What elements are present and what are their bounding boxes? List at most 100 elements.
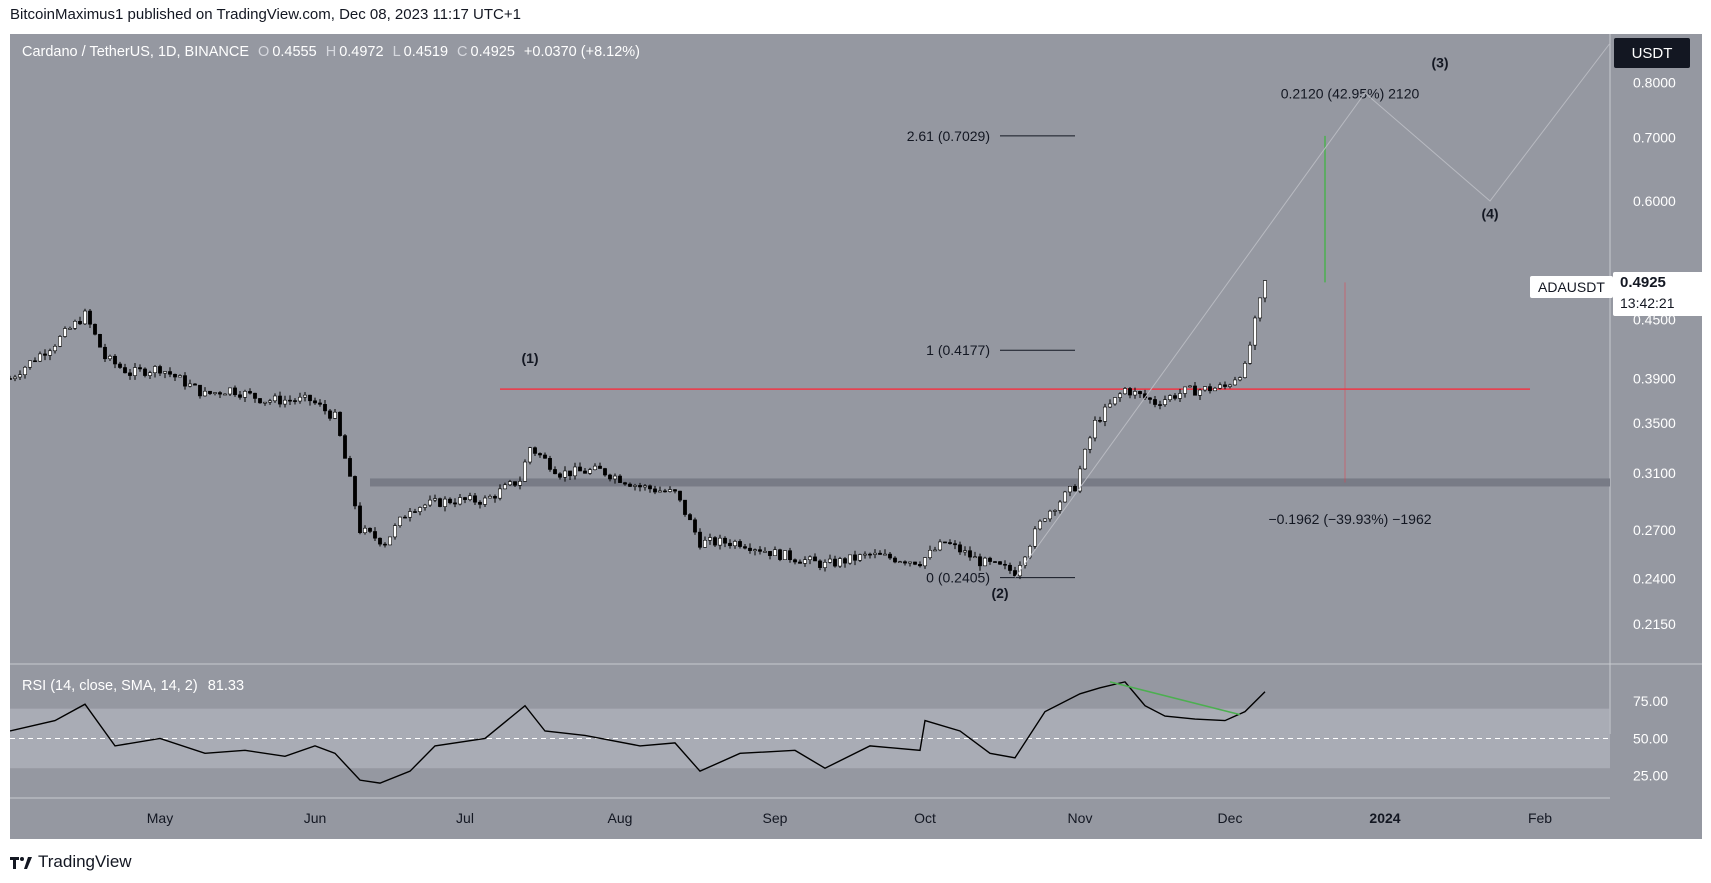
wave-count-label: (3) <box>1431 54 1448 70</box>
candle-up <box>483 497 487 505</box>
candle-down <box>538 453 542 456</box>
candle-down <box>623 482 627 485</box>
candle-down <box>618 475 622 483</box>
chart-canvas[interactable]: (1) (2) (3) (4) 2.61 (0.7029) 1 (0.4177) 0 (0.… <box>10 34 1702 839</box>
candle-down <box>248 391 252 394</box>
candle-up <box>658 490 662 493</box>
candle-up <box>613 475 617 480</box>
candle-down <box>1193 385 1197 396</box>
candle-up <box>1218 384 1222 389</box>
candle-up <box>1053 510 1057 512</box>
candle-up <box>263 401 267 404</box>
time-tick-label: Feb <box>1528 810 1552 826</box>
candle-down <box>238 394 242 398</box>
candle-up <box>58 336 62 347</box>
candle-down <box>1128 388 1132 396</box>
candle-down <box>663 490 667 493</box>
candle-down <box>738 541 742 547</box>
candle-up <box>933 549 937 552</box>
candle-down <box>313 400 317 404</box>
candle-down <box>88 310 92 325</box>
candle-up <box>898 561 902 563</box>
candle-down <box>323 404 327 412</box>
candle-up <box>1253 317 1257 346</box>
candle-down <box>288 399 292 402</box>
candle-down <box>953 543 957 546</box>
candle-down <box>1158 404 1162 406</box>
candle-down <box>723 537 727 544</box>
candle-down <box>788 550 792 561</box>
currency-unit-button[interactable]: USDT <box>1614 38 1690 68</box>
candle-down <box>998 561 1002 565</box>
candle-up <box>1168 395 1172 400</box>
candle-down <box>383 543 387 546</box>
candle-up <box>763 551 767 553</box>
candle-down <box>878 552 882 555</box>
candle-up <box>1238 377 1242 381</box>
wave-count-label: (2) <box>991 585 1008 601</box>
symbol-title: Cardano / TetherUS, 1D, BINANCE <box>22 44 249 60</box>
candle-down <box>93 323 97 335</box>
candle-down <box>218 392 222 395</box>
candle-up <box>518 481 522 486</box>
rsi-line <box>10 681 1266 784</box>
candle-up <box>1088 437 1092 450</box>
candle-up <box>923 557 927 567</box>
candle-down <box>843 558 847 564</box>
candle-up <box>1133 391 1137 396</box>
candle-up <box>488 496 492 499</box>
time-tick-label: Dec <box>1218 810 1243 826</box>
candle-down <box>1013 570 1017 577</box>
candle-up <box>53 345 57 352</box>
candle-up <box>1263 280 1267 299</box>
candle-down <box>678 490 682 501</box>
candle-down <box>978 556 982 567</box>
price-tick-label: 0.6000 <box>1633 193 1676 209</box>
candle-up <box>133 367 137 376</box>
candle-up <box>1123 388 1127 395</box>
candle-down <box>798 561 802 564</box>
candle-down <box>348 458 352 477</box>
candle-up <box>863 553 867 556</box>
candle-down <box>638 485 642 488</box>
candle-down <box>1148 397 1152 400</box>
wave-count-label: (4) <box>1481 206 1498 222</box>
price-tick-label: 0.8000 <box>1633 75 1676 91</box>
candle-up <box>18 374 22 378</box>
candle-up <box>1048 510 1052 520</box>
candle-up <box>523 461 527 482</box>
price-tick-label: 0.3500 <box>1633 415 1676 431</box>
publisher-line: BitcoinMaximus1 published on TradingView… <box>10 6 521 23</box>
candle-down <box>473 495 477 503</box>
candle-down <box>103 346 107 360</box>
candle-down <box>1008 564 1012 571</box>
candle-down <box>598 465 602 469</box>
candle-down <box>578 466 582 472</box>
candle-down <box>118 363 122 368</box>
candle-up <box>1243 363 1247 378</box>
candle-up <box>1118 393 1122 398</box>
candle-down <box>193 383 197 386</box>
candle-up <box>593 465 597 471</box>
candle-down <box>693 519 697 533</box>
candle-down <box>653 488 657 493</box>
candle-up <box>938 541 942 551</box>
candle-down <box>463 497 467 500</box>
candle-down <box>1138 391 1142 395</box>
candle-up <box>213 392 217 394</box>
candle-up <box>1258 297 1262 319</box>
wave-count-label: (1) <box>521 350 538 366</box>
candle-down <box>793 559 797 563</box>
high-value: 0.4972 <box>339 44 384 60</box>
candle-down <box>403 516 407 519</box>
low-value: 0.4519 <box>403 44 449 60</box>
candle-down <box>603 468 607 476</box>
candle-up <box>773 549 777 556</box>
candle-down <box>1003 563 1007 566</box>
candle-down <box>698 531 702 548</box>
candle-up <box>828 558 832 563</box>
candle-up <box>573 466 577 477</box>
candle-up <box>223 393 227 396</box>
candle-up <box>1233 379 1237 386</box>
candle-up <box>708 537 712 541</box>
